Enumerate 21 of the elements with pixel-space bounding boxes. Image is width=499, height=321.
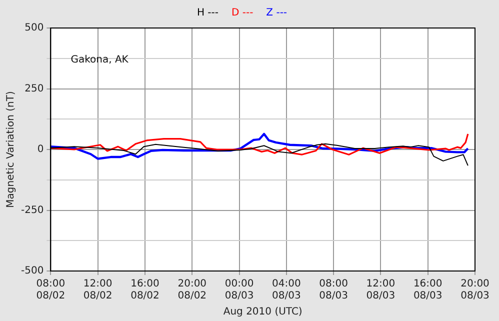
x-tick-label: 16:00 08/03 [413,278,442,302]
x-tick-label: 20:00 08/03 [460,278,490,302]
y-tick-label: 250 [24,83,44,94]
annotation: Gakona, AK [70,54,129,66]
x-axis-title: Aug 2010 (UTC) [223,306,302,318]
x-tick-label: 08:00 08/02 [36,278,66,302]
x-tick-label: 16:00 08/02 [130,278,160,302]
y-tick-label: 500 [24,22,44,34]
text: D --- [231,8,254,19]
y-tick-label: -500 [20,266,44,277]
y-axis-title: Magnetic Variation (nT) [6,91,17,208]
x-tick-label: 12:00 08/03 [366,278,396,302]
x-tick-label: 00:00 08/03 [224,278,254,302]
y-tick-label: -250 [20,204,44,216]
x-tick-label: 08:00 08/03 [319,278,348,302]
y-tick-label: 0 [37,144,44,156]
x-tick-label: 12:00 08/02 [83,278,112,302]
x-tick-label: 20:00 08/02 [178,278,207,302]
text: H --- [196,8,219,19]
text: Z --- [266,8,288,19]
x-tick-label: 04:00 08/03 [272,278,301,302]
